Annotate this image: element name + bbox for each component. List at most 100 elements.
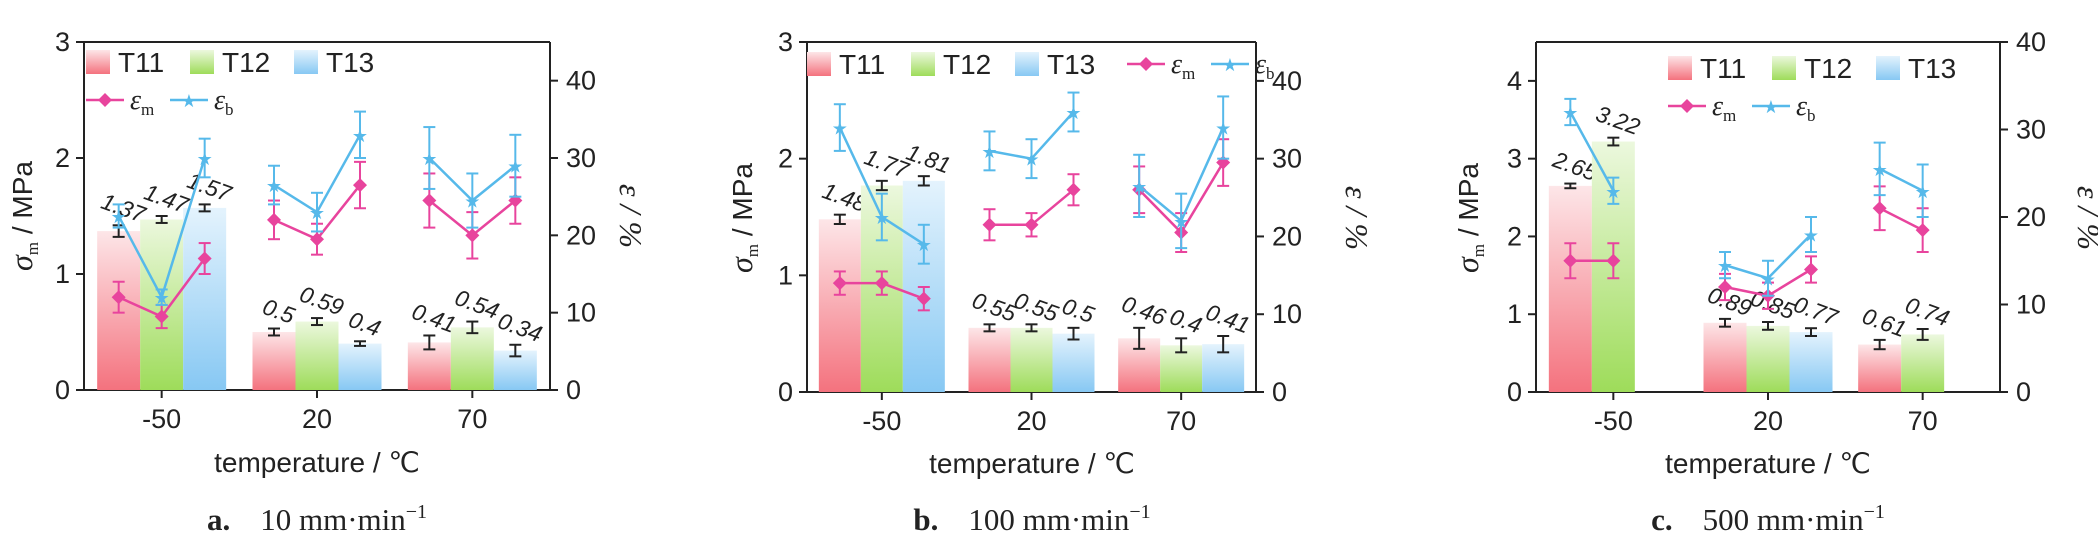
data-label: 0.55 (1011, 287, 1062, 327)
y-tick-label-right: 20 (566, 220, 596, 250)
legend-label-T12: T12 (1804, 53, 1852, 84)
point-eps-m (353, 178, 367, 193)
x-axis-label: temperature / ℃ (929, 448, 1135, 479)
y-tick-label-right: 30 (1272, 144, 1302, 174)
legend-label-eps: εm (130, 85, 154, 119)
y-tick-label-right: 10 (566, 298, 596, 328)
legend-label-eps: εb (1796, 91, 1816, 125)
legend-marker-eps-m (1680, 99, 1694, 113)
point-eps-m (916, 291, 931, 306)
legend-swatch-T13 (1876, 56, 1900, 80)
y-tick-label-right: 10 (1272, 299, 1302, 329)
caption: c. 500 mm·min−1 (1651, 501, 1885, 537)
y-tick-label-left: 0 (55, 375, 70, 405)
point-eps-m (982, 217, 997, 232)
legend-label-T13: T13 (326, 47, 374, 78)
data-label: 0.77 (1790, 291, 1842, 331)
data-label: 0.59 (296, 281, 347, 321)
data-label: 0.41 (1202, 299, 1253, 339)
point-eps-m (1024, 217, 1039, 232)
y-axis-left-label: σm / MPa (3, 161, 42, 271)
legend-label-eps: εm (1171, 49, 1195, 83)
y-tick-label-left: 1 (1507, 299, 1522, 329)
legend-swatch-T13 (294, 50, 318, 74)
legend-marker-eps-b: ★ (181, 91, 197, 112)
y-tick-label-right: 30 (2016, 115, 2046, 145)
caption: b. 100 mm·min−1 (913, 501, 1150, 537)
point-eps-b: ★ (1173, 212, 1189, 233)
y-axis-right-label: ε / % (613, 184, 649, 248)
data-label: 0.74 (1902, 292, 1953, 332)
x-tick-label: -50 (1594, 406, 1633, 436)
y-tick-label-left: 3 (778, 27, 793, 57)
point-eps-b: ★ (1803, 226, 1819, 247)
y-axis-left-label: σm / MPa (723, 163, 762, 273)
y-axis-left-label: σm / MPa (1449, 163, 1488, 273)
y-tick-label-right: 40 (1272, 66, 1302, 96)
y-tick-label-left: 0 (1507, 377, 1522, 407)
y-tick-label-right: 30 (566, 143, 596, 173)
y-tick-label-right: 10 (2016, 290, 2046, 320)
point-eps-b: ★ (507, 157, 523, 178)
legend-marker-eps-b: ★ (1763, 97, 1779, 118)
y-tick-label-right: 20 (1272, 221, 1302, 251)
bar-T12-20 (295, 321, 339, 390)
point-eps-m (465, 228, 480, 243)
y-tick-label-right: 0 (2016, 377, 2031, 407)
legend-label-T13: T13 (1908, 53, 1956, 84)
legend-label-T11: T11 (839, 49, 885, 80)
y-tick-label-right: 40 (2016, 27, 2046, 57)
bar-T13-20 (338, 343, 382, 390)
data-label: 0.46 (1118, 290, 1169, 330)
point-eps-b: ★ (1131, 177, 1147, 198)
y-tick-label-right: 0 (566, 375, 581, 405)
data-label: 0.85 (1747, 285, 1798, 325)
data-label: 0.4 (345, 306, 384, 341)
point-eps-b: ★ (981, 142, 997, 163)
point-eps-m (1563, 253, 1578, 268)
bar-T12-70 (450, 327, 494, 390)
point-eps-b: ★ (266, 176, 282, 197)
bar-T11-20 (1703, 322, 1747, 392)
point-eps-b: ★ (874, 208, 890, 229)
point-eps-b: ★ (464, 192, 480, 213)
y-tick-label-left: 0 (778, 377, 793, 407)
x-axis-label: temperature / ℃ (214, 447, 420, 478)
data-label: 0.34 (495, 307, 546, 347)
y-tick-label-left: 2 (1507, 221, 1522, 251)
bar-T13-20 (1789, 332, 1833, 392)
bar-T13--50 (183, 207, 227, 390)
bar-T11--50 (818, 219, 861, 392)
line-εm-70 (1879, 207, 1924, 232)
bar-T11-20 (252, 332, 296, 390)
point-eps-m (1066, 182, 1081, 197)
legend-label-T11: T11 (118, 47, 164, 78)
point-eps-m (111, 290, 126, 305)
legend-swatch-T11 (807, 52, 831, 76)
point-eps-m (1804, 262, 1818, 277)
legend-label-T12: T12 (943, 49, 991, 80)
x-tick-label: -50 (862, 406, 901, 436)
bar-T12-20 (1010, 327, 1053, 392)
point-eps-b: ★ (197, 149, 213, 170)
point-eps-b: ★ (1065, 103, 1081, 124)
point-eps-m (874, 276, 889, 291)
legend-label-T11: T11 (1700, 53, 1746, 84)
y-tick-label-left: 2 (778, 144, 793, 174)
panel-b: 1.480.55 0.461.770.55 0.41.810.5 0.41★★★★ ★★… (723, 27, 1375, 537)
legend-swatch-T13 (1015, 52, 1039, 76)
y-tick-label-left: 3 (1507, 144, 1522, 174)
caption: a. 10 mm·min−1 (207, 501, 427, 537)
point-eps-m (197, 251, 212, 266)
point-eps-b: ★ (1717, 256, 1733, 277)
point-eps-b: ★ (1915, 182, 1931, 203)
y-tick-label-right: 0 (1272, 377, 1287, 407)
legend-swatch-T12 (1772, 56, 1796, 80)
bar-T12-20 (1746, 325, 1790, 392)
point-eps-b: ★ (154, 288, 170, 309)
legend-marker-eps-m (98, 93, 112, 107)
x-tick-label: 70 (457, 404, 487, 434)
x-tick-label: 70 (1908, 406, 1938, 436)
point-eps-b: ★ (1605, 182, 1621, 203)
y-tick-label-left: 3 (55, 27, 70, 57)
